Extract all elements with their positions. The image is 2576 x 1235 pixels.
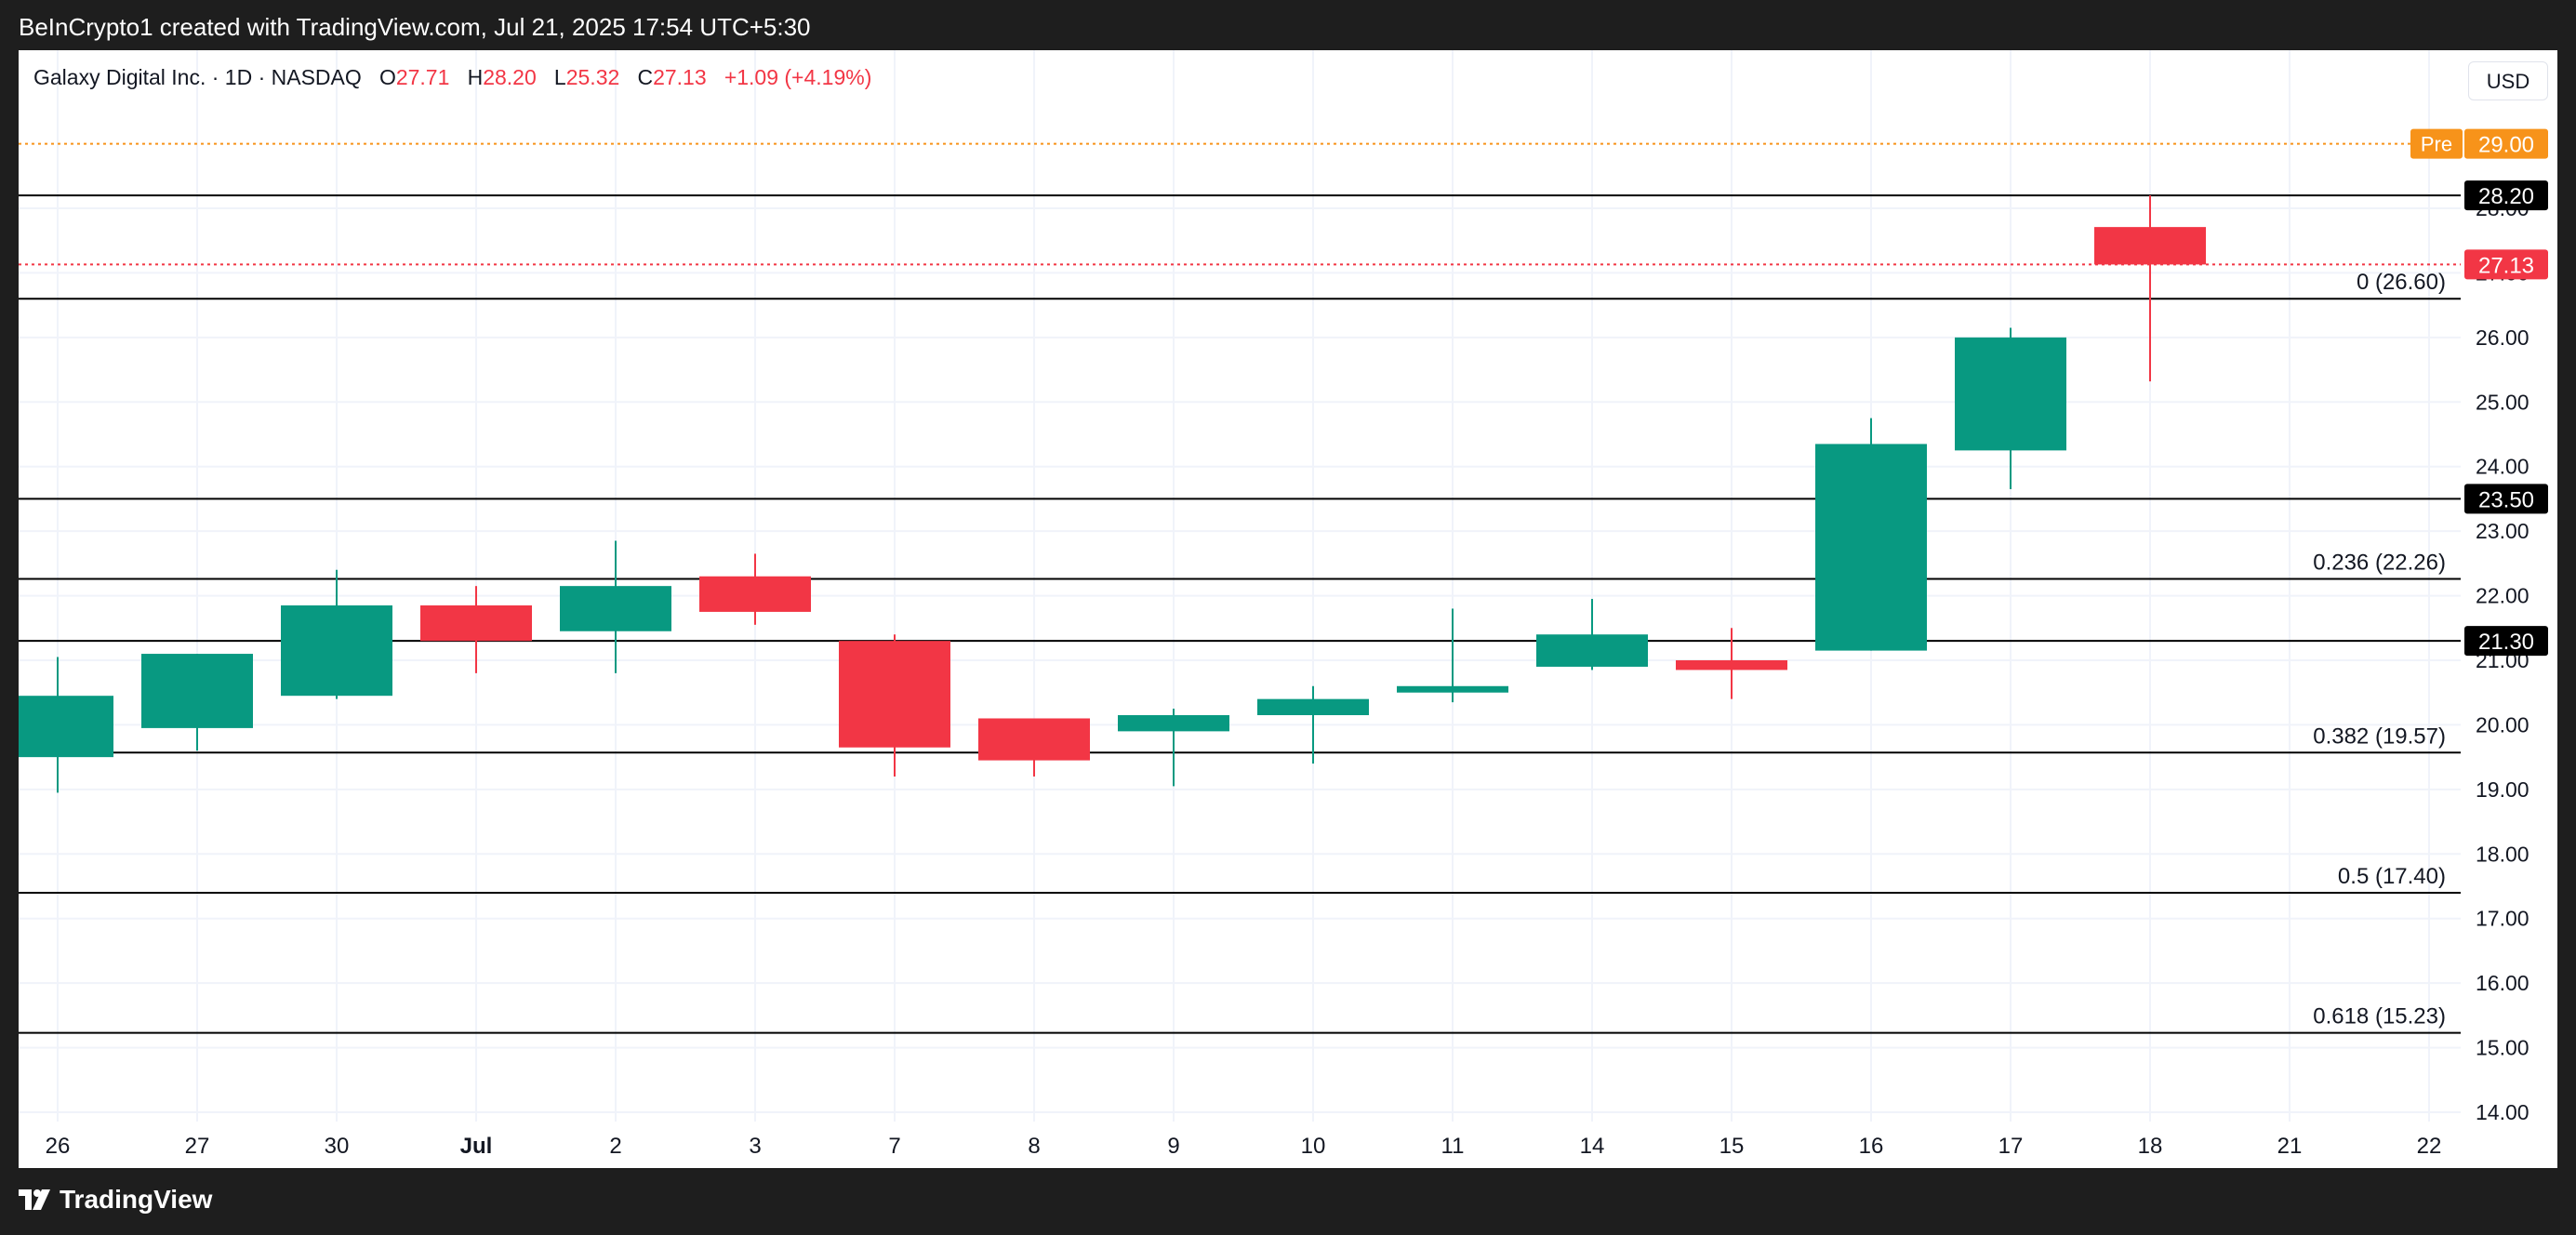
attribution-bar: BeInCrypto1 created with TradingView.com… <box>0 0 2576 50</box>
candle-body <box>141 654 253 728</box>
candle-body <box>420 604 532 642</box>
y-tick-label: 22.00 <box>2476 584 2530 608</box>
candle-body <box>1676 660 1787 671</box>
premarket-price-badge <box>2464 128 2548 159</box>
candle-body <box>1397 685 1508 693</box>
tradingview-logo[interactable]: TradingView <box>19 1185 212 1215</box>
symbol-name: Galaxy Digital Inc. · 1D · NASDAQ <box>33 65 362 89</box>
candle-body <box>1955 337 2066 451</box>
candle-body <box>1118 715 1229 732</box>
candlestick-chart[interactable]: 0 (26.60) 0.236 (22.26) 0.382 (19.57) 0.5 (… <box>19 50 2557 1168</box>
x-tick-label: 7 <box>888 1134 900 1159</box>
premarket-tag-text: Pre <box>2421 133 2452 156</box>
candle-body <box>1257 698 1369 716</box>
candle-body <box>978 718 1090 761</box>
x-tick-label: 26 <box>46 1134 71 1159</box>
y-tick-label: 15.00 <box>2476 1036 2530 1060</box>
y-tick-label: 17.00 <box>2476 907 2530 931</box>
candle-body <box>560 586 671 631</box>
candle-body <box>1815 444 1927 651</box>
x-tick-label: 2 <box>609 1134 621 1159</box>
tradingview-logo-icon <box>19 1189 50 1210</box>
candle-body <box>699 576 811 612</box>
level-price-badge <box>2464 626 2548 657</box>
x-tick-label: 17 <box>1998 1134 2024 1159</box>
premarket-price-badge-text: 29.00 <box>2478 133 2534 158</box>
y-tick-label: 24.00 <box>2476 455 2530 479</box>
open-value: 27.71 <box>395 65 450 89</box>
fib-level-label: 0 (26.60) <box>2357 270 2446 295</box>
x-tick-label: 15 <box>1720 1134 1745 1159</box>
fib-level-label: 0.5 (17.40) <box>2338 864 2446 889</box>
symbol-legend: Galaxy Digital Inc. · 1D · NASDAQ O27.71… <box>33 65 871 90</box>
x-tick-label: 27 <box>185 1134 210 1159</box>
y-tick-label: 26.00 <box>2476 325 2530 350</box>
x-tick-label: 3 <box>749 1134 761 1159</box>
candle-body <box>839 641 950 748</box>
close-label: C <box>637 65 654 89</box>
level-price-badge-text: 23.50 <box>2478 487 2534 512</box>
level-price-badge <box>2464 484 2548 514</box>
candle-body <box>19 696 113 758</box>
low-value: 25.32 <box>565 65 620 89</box>
x-tick-label: 30 <box>325 1134 350 1159</box>
change-value: +1.09 (+4.19%) <box>724 65 872 89</box>
candle-body <box>281 604 392 697</box>
high-value: 28.20 <box>483 65 537 89</box>
footer-bar: TradingView <box>0 1168 2576 1235</box>
x-tick-label: 22 <box>2417 1134 2442 1159</box>
y-tick-label: 25.00 <box>2476 390 2530 414</box>
fib-level-label: 0.618 (15.23) <box>2313 1004 2446 1029</box>
last-price-badge-text: 27.13 <box>2478 253 2534 278</box>
x-tick-label: 21 <box>2277 1134 2303 1159</box>
fib-level-label: 0.382 (19.57) <box>2313 724 2446 749</box>
y-tick-label: 19.00 <box>2476 777 2530 802</box>
x-tick-label: 16 <box>1859 1134 1884 1159</box>
y-tick-label: 20.00 <box>2476 712 2530 737</box>
y-tick-label: 16.00 <box>2476 971 2530 995</box>
x-tick-label: 18 <box>2138 1134 2163 1159</box>
y-tick-label: 18.00 <box>2476 842 2530 866</box>
x-tick-label: 11 <box>1441 1134 1465 1159</box>
level-price-badge-text: 21.30 <box>2478 630 2534 655</box>
x-tick-label: 8 <box>1028 1134 1040 1159</box>
attribution-text: BeInCrypto1 created with TradingView.com… <box>19 13 811 41</box>
x-tick-label: 9 <box>1167 1134 1179 1159</box>
candle-body <box>2094 227 2206 265</box>
candle-body <box>1536 634 1648 667</box>
currency-button[interactable]: USD <box>2468 61 2548 100</box>
chart-area[interactable]: 0 (26.60) 0.236 (22.26) 0.382 (19.57) 0.5 (… <box>19 50 2557 1168</box>
tradingview-brand: TradingView <box>60 1185 213 1214</box>
x-tick-label: 14 <box>1580 1134 1605 1159</box>
x-tick-label: 10 <box>1301 1134 1326 1159</box>
x-tick-label: Jul <box>460 1134 493 1159</box>
high-label: H <box>467 65 484 89</box>
premarket-tag <box>2410 128 2463 159</box>
last-price-badge <box>2464 249 2548 280</box>
y-tick-label: 23.00 <box>2476 519 2530 543</box>
close-value: 27.13 <box>653 65 707 89</box>
level-price-badge <box>2464 180 2548 211</box>
level-price-badge-text: 28.20 <box>2478 184 2534 209</box>
low-label: L <box>553 65 566 89</box>
fib-level-label: 0.236 (22.26) <box>2313 551 2446 576</box>
open-label: O <box>378 65 396 89</box>
y-tick-label: 14.00 <box>2476 1100 2530 1124</box>
